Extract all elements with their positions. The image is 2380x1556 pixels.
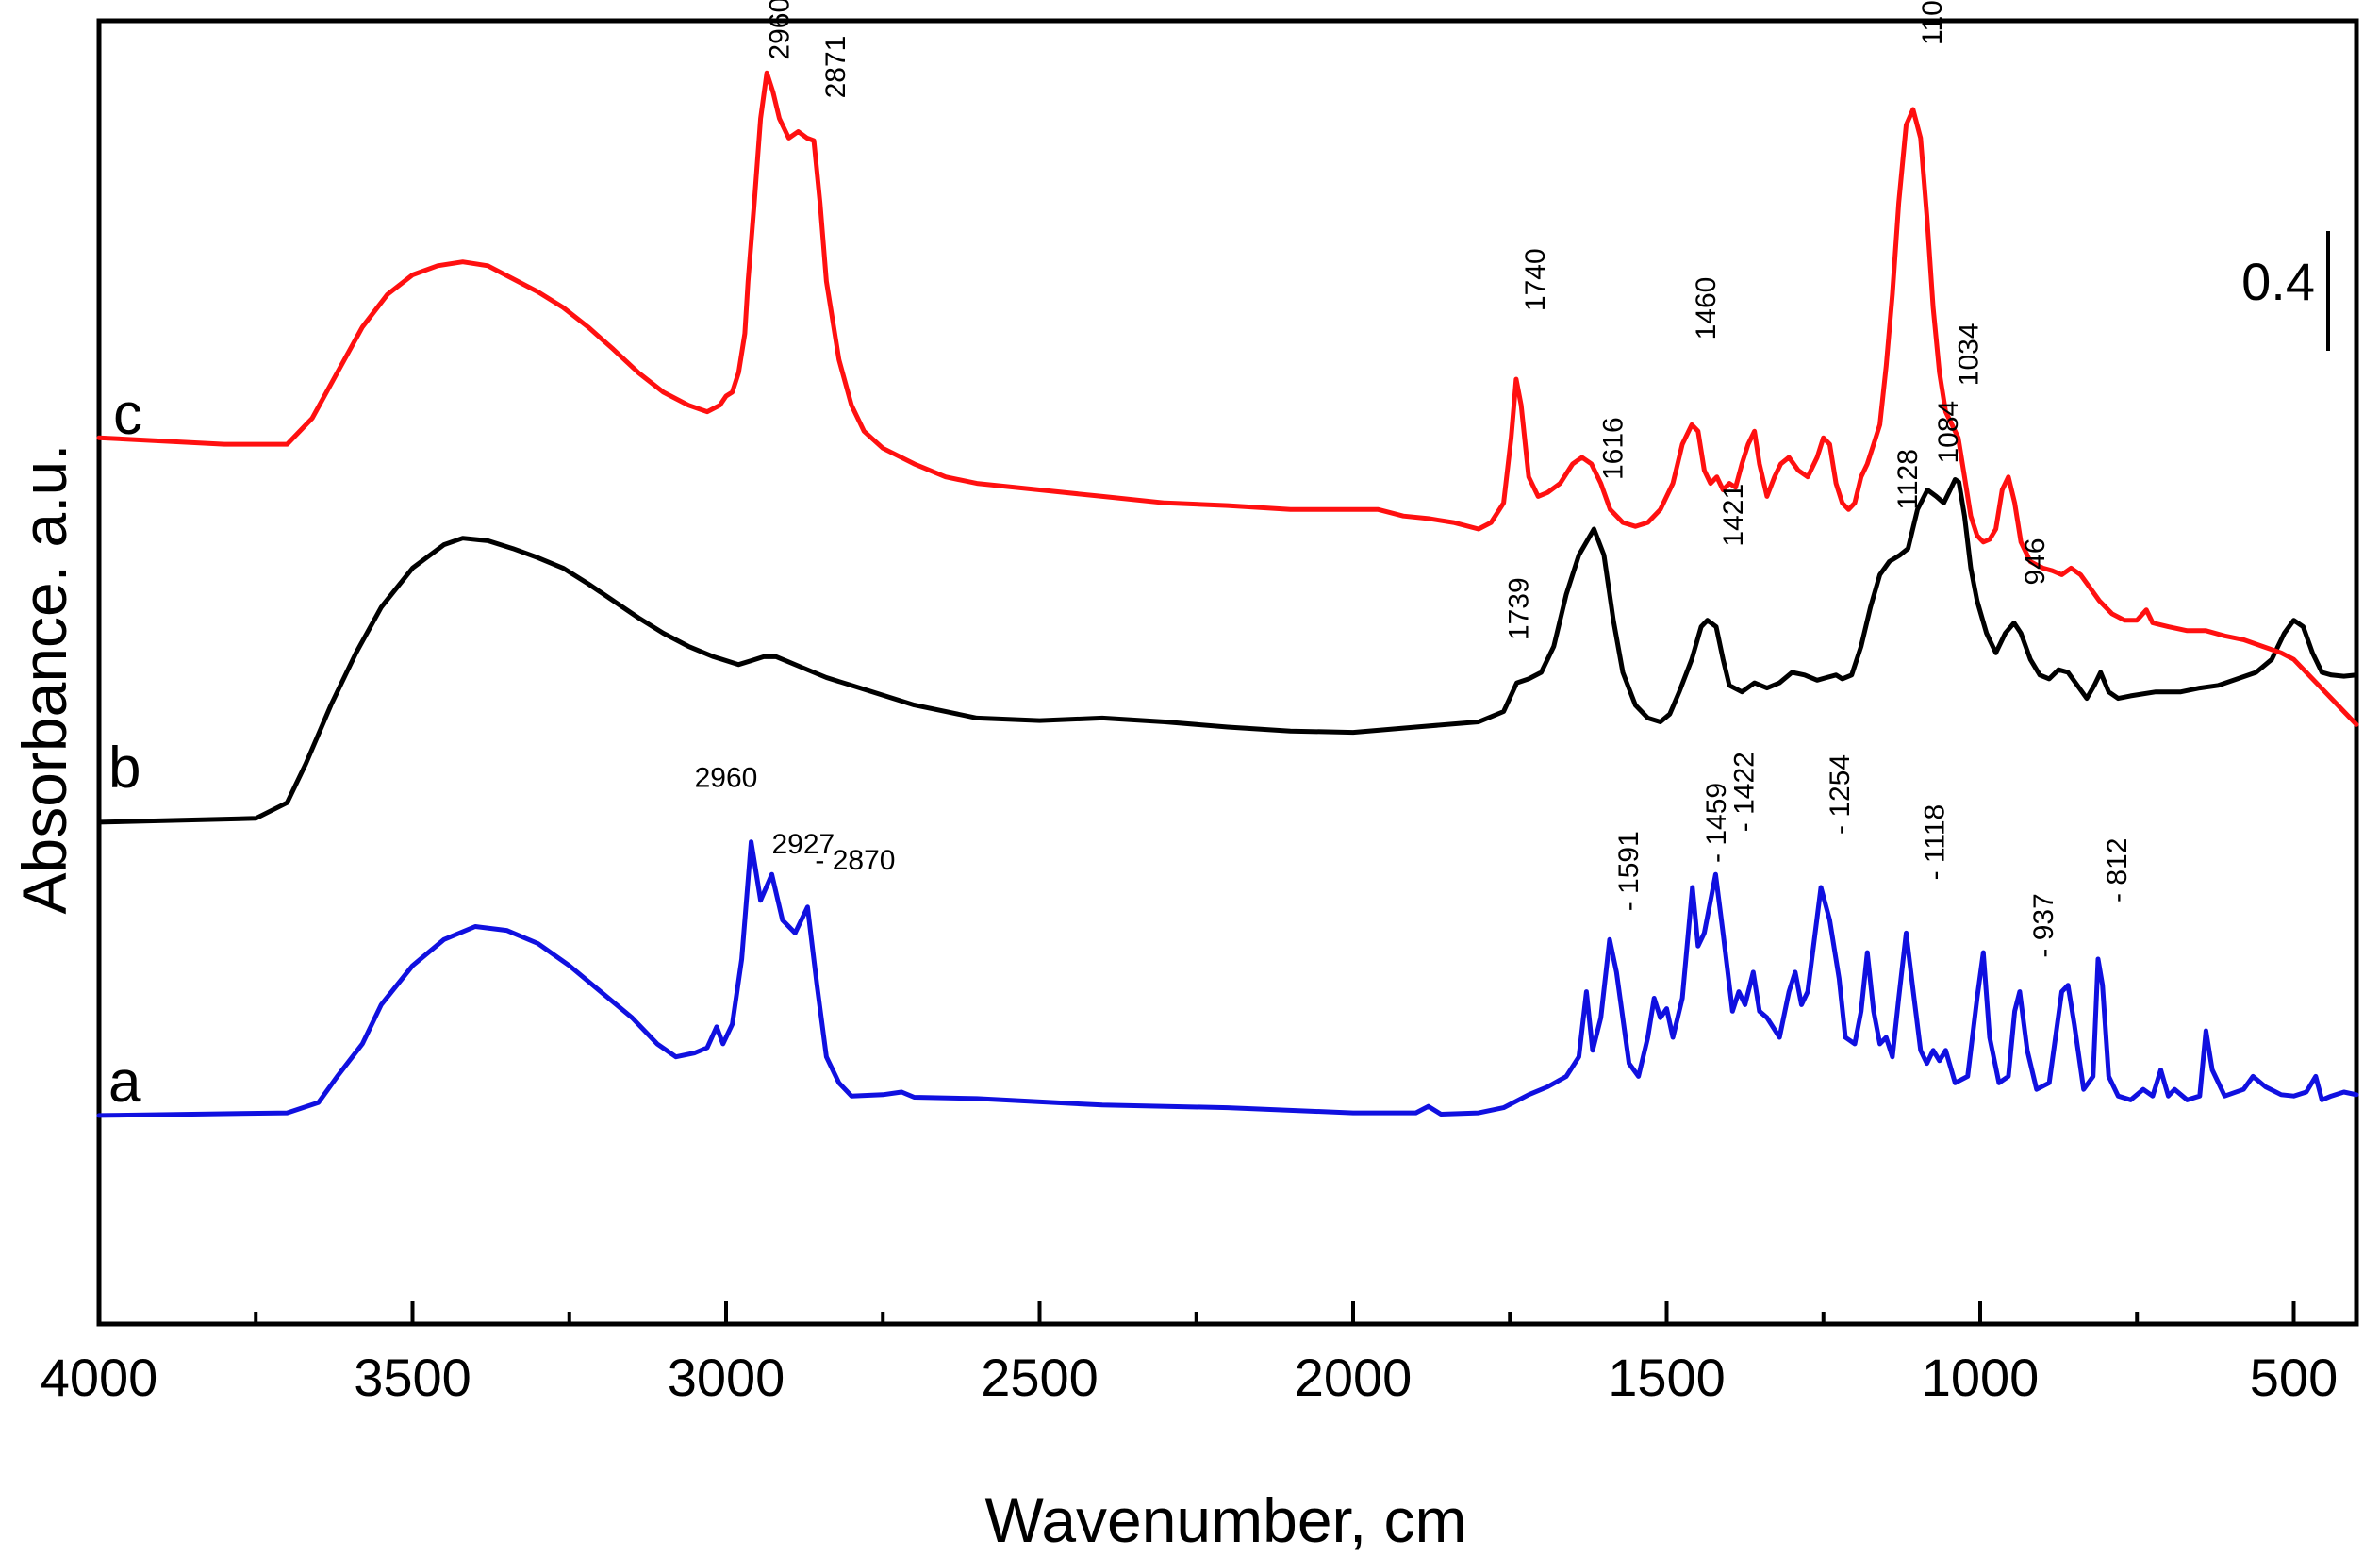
x-tick-label-3500: 3500	[354, 1348, 471, 1407]
peak-label-a-17: - 1422	[1728, 752, 1760, 832]
x-tick-label-2500: 2500	[981, 1348, 1099, 1407]
peak-annotations: 2960 2871 1107 1740 1460 1616 1739 1421 1128 1084…	[695, 0, 2133, 958]
peak-label-a-16: - 1459	[1701, 783, 1732, 863]
peak-label-a-15: - 1591	[1613, 831, 1645, 911]
x-tick-label-1000: 1000	[1922, 1348, 2040, 1407]
peak-label-c-3: 1740	[1520, 248, 1551, 311]
x-tick-label-4000: 4000	[41, 1348, 158, 1407]
peak-label-b-5: 1616	[1597, 417, 1628, 480]
peak-label-b-6: 1739	[1504, 577, 1535, 640]
scale-bar: 0.4	[2241, 231, 2330, 351]
peak-label-a-13: 2927	[772, 829, 835, 860]
peak-label-a-14: - 2870	[815, 845, 895, 876]
series-label-c: c	[113, 382, 142, 447]
spectrum-line-a	[96, 839, 2359, 1118]
x-axis-title: Wavenumber, cm	[984, 1485, 1466, 1555]
y-axis-title: Absorbance. a.u.	[9, 444, 79, 915]
peak-label-a-20: - 937	[2028, 893, 2059, 957]
spectrum-line-c	[96, 70, 2359, 727]
series-label-a: a	[108, 1050, 141, 1115]
peak-label-c-2: 1107	[1917, 0, 1948, 45]
x-tick-label-500: 500	[2250, 1348, 2338, 1407]
x-tick-label-1500: 1500	[1608, 1348, 1726, 1407]
series-label-b: b	[108, 736, 140, 801]
peak-label-a-21: - 812	[2102, 838, 2133, 902]
spectrum-line-b	[96, 477, 2359, 825]
peak-label-b-8: 1128	[1892, 449, 1924, 510]
peak-label-b-7: 1421	[1718, 484, 1749, 547]
peak-label-a-12: 2960	[695, 763, 758, 794]
peak-label-b-10: 1034	[1953, 323, 1984, 386]
peak-label-b-9: 1084	[1933, 401, 1964, 464]
x-tick-label-2000: 2000	[1295, 1348, 1413, 1407]
peak-label-c-4: 1460	[1691, 277, 1722, 340]
peak-label-a-18: - 1254	[1825, 754, 1856, 835]
peak-label-c-0: 2960	[765, 0, 796, 60]
peak-label-c-1: 2871	[820, 36, 851, 99]
plot-frame	[96, 18, 2359, 1327]
x-tick-label-3000: 3000	[668, 1348, 785, 1407]
peak-label-a-19: - 1118	[1920, 804, 1951, 881]
scale-bar-label: 0.4	[2241, 252, 2315, 311]
series-layer	[96, 70, 2359, 1118]
x-axis-ticks: 4000 3500 3000 2500 2000 1500 1000 500	[41, 1301, 2338, 1407]
series-labels: c b a	[108, 382, 142, 1115]
peak-label-b-11: 946	[2020, 538, 2051, 585]
